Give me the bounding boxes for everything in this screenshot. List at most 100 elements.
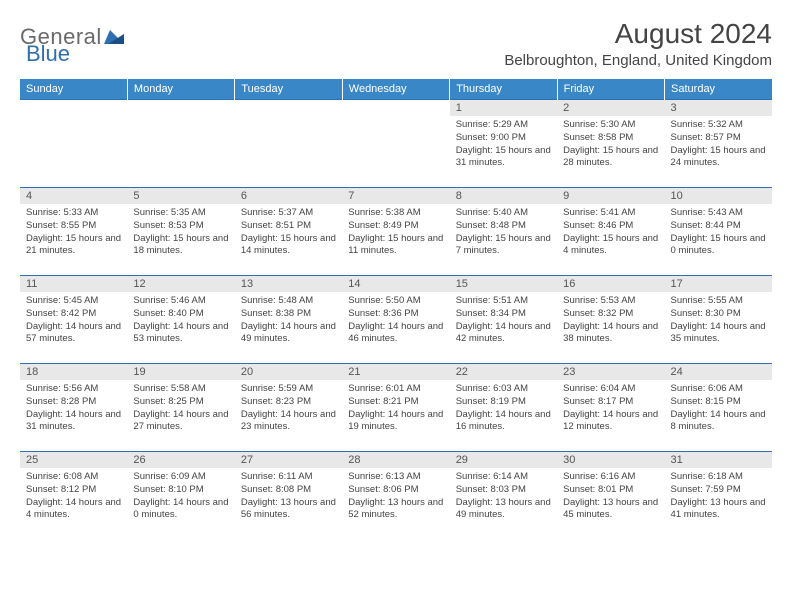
day-details: Sunrise: 5:53 AMSunset: 8:32 PMDaylight:… <box>557 292 664 350</box>
location-subtitle: Belbroughton, England, United Kingdom <box>504 52 772 69</box>
day-number: 4 <box>20 188 127 204</box>
day-details: Sunrise: 6:06 AMSunset: 8:15 PMDaylight:… <box>665 380 772 438</box>
calendar-day-cell: 26Sunrise: 6:09 AMSunset: 8:10 PMDayligh… <box>127 452 234 540</box>
calendar-table: Sunday Monday Tuesday Wednesday Thursday… <box>20 79 772 540</box>
calendar-header-row: Sunday Monday Tuesday Wednesday Thursday… <box>20 79 772 100</box>
calendar-week-row: 4Sunrise: 5:33 AMSunset: 8:55 PMDaylight… <box>20 188 772 276</box>
day-details: Sunrise: 5:43 AMSunset: 8:44 PMDaylight:… <box>665 204 772 262</box>
day-number: 18 <box>20 364 127 380</box>
day-details: Sunrise: 5:40 AMSunset: 8:48 PMDaylight:… <box>450 204 557 262</box>
calendar-day-cell: 6Sunrise: 5:37 AMSunset: 8:51 PMDaylight… <box>235 188 342 276</box>
day-number: 13 <box>235 276 342 292</box>
calendar-day-cell: 18Sunrise: 5:56 AMSunset: 8:28 PMDayligh… <box>20 364 127 452</box>
day-details: Sunrise: 5:38 AMSunset: 8:49 PMDaylight:… <box>342 204 449 262</box>
day-number: 21 <box>342 364 449 380</box>
calendar-day-cell: 25Sunrise: 6:08 AMSunset: 8:12 PMDayligh… <box>20 452 127 540</box>
calendar-day-cell: 21Sunrise: 6:01 AMSunset: 8:21 PMDayligh… <box>342 364 449 452</box>
calendar-day-cell: 12Sunrise: 5:46 AMSunset: 8:40 PMDayligh… <box>127 276 234 364</box>
calendar-day-cell: 23Sunrise: 6:04 AMSunset: 8:17 PMDayligh… <box>557 364 664 452</box>
day-details: Sunrise: 5:37 AMSunset: 8:51 PMDaylight:… <box>235 204 342 262</box>
day-header: Sunday <box>20 79 127 100</box>
calendar-day-cell: 17Sunrise: 5:55 AMSunset: 8:30 PMDayligh… <box>665 276 772 364</box>
day-number: 15 <box>450 276 557 292</box>
calendar-day-cell: 22Sunrise: 6:03 AMSunset: 8:19 PMDayligh… <box>450 364 557 452</box>
calendar-day-cell: 10Sunrise: 5:43 AMSunset: 8:44 PMDayligh… <box>665 188 772 276</box>
day-number: 10 <box>665 188 772 204</box>
day-header: Saturday <box>665 79 772 100</box>
calendar-day-cell: 19Sunrise: 5:58 AMSunset: 8:25 PMDayligh… <box>127 364 234 452</box>
calendar-week-row: 11Sunrise: 5:45 AMSunset: 8:42 PMDayligh… <box>20 276 772 364</box>
day-header: Thursday <box>450 79 557 100</box>
day-header: Tuesday <box>235 79 342 100</box>
day-details: Sunrise: 6:13 AMSunset: 8:06 PMDaylight:… <box>342 468 449 526</box>
day-details: Sunrise: 6:09 AMSunset: 8:10 PMDaylight:… <box>127 468 234 526</box>
calendar-day-cell: 2Sunrise: 5:30 AMSunset: 8:58 PMDaylight… <box>557 100 664 188</box>
day-number: 26 <box>127 452 234 468</box>
day-details: Sunrise: 6:04 AMSunset: 8:17 PMDaylight:… <box>557 380 664 438</box>
title-block: August 2024 Belbroughton, England, Unite… <box>504 18 772 69</box>
calendar-day-cell: 27Sunrise: 6:11 AMSunset: 8:08 PMDayligh… <box>235 452 342 540</box>
day-details: Sunrise: 5:46 AMSunset: 8:40 PMDaylight:… <box>127 292 234 350</box>
day-number: 5 <box>127 188 234 204</box>
day-details <box>342 104 449 111</box>
day-number: 20 <box>235 364 342 380</box>
day-details: Sunrise: 6:03 AMSunset: 8:19 PMDaylight:… <box>450 380 557 438</box>
day-details <box>235 104 342 111</box>
calendar-day-cell: 31Sunrise: 6:18 AMSunset: 7:59 PMDayligh… <box>665 452 772 540</box>
day-number: 27 <box>235 452 342 468</box>
calendar-week-row: 18Sunrise: 5:56 AMSunset: 8:28 PMDayligh… <box>20 364 772 452</box>
calendar-day-cell: 20Sunrise: 5:59 AMSunset: 8:23 PMDayligh… <box>235 364 342 452</box>
day-details: Sunrise: 5:29 AMSunset: 9:00 PMDaylight:… <box>450 116 557 174</box>
day-details: Sunrise: 6:01 AMSunset: 8:21 PMDaylight:… <box>342 380 449 438</box>
day-details: Sunrise: 6:18 AMSunset: 7:59 PMDaylight:… <box>665 468 772 526</box>
day-number: 25 <box>20 452 127 468</box>
day-details: Sunrise: 5:58 AMSunset: 8:25 PMDaylight:… <box>127 380 234 438</box>
day-details: Sunrise: 6:16 AMSunset: 8:01 PMDaylight:… <box>557 468 664 526</box>
calendar-day-cell <box>235 100 342 188</box>
day-details <box>20 104 127 111</box>
day-details: Sunrise: 6:11 AMSunset: 8:08 PMDaylight:… <box>235 468 342 526</box>
calendar-day-cell: 24Sunrise: 6:06 AMSunset: 8:15 PMDayligh… <box>665 364 772 452</box>
calendar-day-cell <box>127 100 234 188</box>
calendar-day-cell: 13Sunrise: 5:48 AMSunset: 8:38 PMDayligh… <box>235 276 342 364</box>
calendar-day-cell: 5Sunrise: 5:35 AMSunset: 8:53 PMDaylight… <box>127 188 234 276</box>
day-number: 16 <box>557 276 664 292</box>
calendar-day-cell: 15Sunrise: 5:51 AMSunset: 8:34 PMDayligh… <box>450 276 557 364</box>
calendar-body: 1Sunrise: 5:29 AMSunset: 9:00 PMDaylight… <box>20 100 772 540</box>
day-number: 8 <box>450 188 557 204</box>
day-details: Sunrise: 6:08 AMSunset: 8:12 PMDaylight:… <box>20 468 127 526</box>
day-details: Sunrise: 5:33 AMSunset: 8:55 PMDaylight:… <box>20 204 127 262</box>
day-number: 3 <box>665 100 772 116</box>
day-details: Sunrise: 5:50 AMSunset: 8:36 PMDaylight:… <box>342 292 449 350</box>
day-details: Sunrise: 5:55 AMSunset: 8:30 PMDaylight:… <box>665 292 772 350</box>
day-number: 17 <box>665 276 772 292</box>
day-number: 7 <box>342 188 449 204</box>
day-number: 2 <box>557 100 664 116</box>
day-header: Friday <box>557 79 664 100</box>
day-details: Sunrise: 5:30 AMSunset: 8:58 PMDaylight:… <box>557 116 664 174</box>
day-number: 24 <box>665 364 772 380</box>
day-number: 29 <box>450 452 557 468</box>
day-number: 30 <box>557 452 664 468</box>
calendar-day-cell <box>342 100 449 188</box>
calendar-page: General August 2024 Belbroughton, Englan… <box>0 0 792 550</box>
day-details: Sunrise: 5:56 AMSunset: 8:28 PMDaylight:… <box>20 380 127 438</box>
day-details: Sunrise: 5:59 AMSunset: 8:23 PMDaylight:… <box>235 380 342 438</box>
calendar-day-cell: 3Sunrise: 5:32 AMSunset: 8:57 PMDaylight… <box>665 100 772 188</box>
calendar-day-cell: 4Sunrise: 5:33 AMSunset: 8:55 PMDaylight… <box>20 188 127 276</box>
day-details: Sunrise: 5:51 AMSunset: 8:34 PMDaylight:… <box>450 292 557 350</box>
day-number: 22 <box>450 364 557 380</box>
day-details: Sunrise: 5:48 AMSunset: 8:38 PMDaylight:… <box>235 292 342 350</box>
day-details: Sunrise: 5:41 AMSunset: 8:46 PMDaylight:… <box>557 204 664 262</box>
calendar-day-cell: 14Sunrise: 5:50 AMSunset: 8:36 PMDayligh… <box>342 276 449 364</box>
calendar-day-cell <box>20 100 127 188</box>
day-number: 6 <box>235 188 342 204</box>
day-number: 28 <box>342 452 449 468</box>
brand-part2: Blue <box>26 41 70 66</box>
day-number: 1 <box>450 100 557 116</box>
day-header: Wednesday <box>342 79 449 100</box>
calendar-day-cell: 8Sunrise: 5:40 AMSunset: 8:48 PMDaylight… <box>450 188 557 276</box>
calendar-week-row: 25Sunrise: 6:08 AMSunset: 8:12 PMDayligh… <box>20 452 772 540</box>
day-number: 23 <box>557 364 664 380</box>
calendar-day-cell: 16Sunrise: 5:53 AMSunset: 8:32 PMDayligh… <box>557 276 664 364</box>
